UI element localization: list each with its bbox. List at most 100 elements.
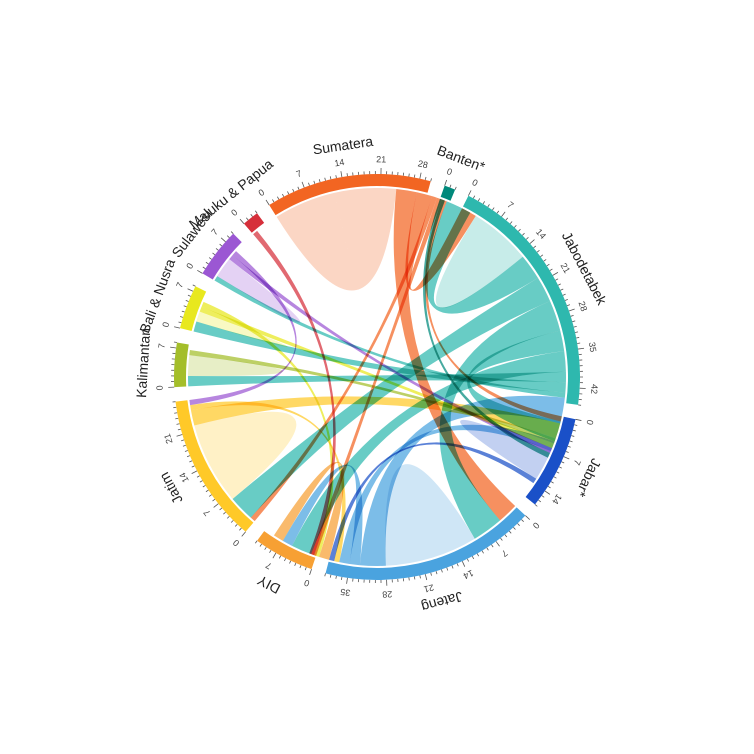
arc-sulawesi (202, 233, 242, 280)
tick-jateng (324, 573, 326, 577)
tick-label-jabodetabek: 0 (470, 177, 479, 188)
tick-jabodetabek (546, 263, 550, 267)
arc-kalimantan (173, 342, 189, 388)
arc-jabodetabek (462, 195, 581, 405)
tick-sulawesi (197, 269, 203, 274)
tick-sumatera (430, 178, 432, 182)
tick-jabodetabek (573, 325, 577, 328)
ribbon-sulawesi-to-jatim (189, 251, 297, 406)
tick-diy (254, 540, 258, 544)
tick-bali-nusra (178, 321, 182, 324)
tick-sulawesi (219, 243, 223, 247)
tick-jabodetabek (514, 225, 517, 228)
tick-sumatera (313, 180, 316, 184)
tick-label-jabodetabek: 21 (559, 261, 573, 275)
tick-jateng (441, 569, 443, 573)
tick-jabar (571, 435, 575, 437)
tick-jateng (476, 553, 480, 557)
arc-jatim (175, 400, 254, 532)
tick-label-kalimantan: 0 (155, 385, 165, 391)
tick-jabar (572, 429, 576, 432)
tick-label-sulawesi: 7 (209, 227, 220, 237)
tick-diy (269, 549, 272, 553)
tick-jatim (205, 489, 209, 493)
tick-kalimantan (173, 341, 178, 343)
tick-diy (294, 562, 297, 566)
tick-jabodetabek (529, 239, 535, 244)
tick-jatim (202, 485, 206, 488)
tick-jabar (544, 490, 551, 495)
tick-sulawesi (208, 257, 212, 260)
tick-jabodetabek (496, 210, 500, 214)
tick-jabodetabek (552, 272, 559, 276)
tick-label-jatim: 14 (177, 471, 190, 485)
tick-jabodetabek (492, 207, 495, 211)
tick-jabodetabek (522, 232, 525, 236)
tick-jabar (563, 456, 570, 460)
ribbon-sumatera-to-sumatera (276, 188, 397, 291)
tick-jatim (182, 444, 186, 447)
tick-sulawesi (212, 252, 216, 256)
tick-sumatera (324, 177, 326, 181)
arc-banten (440, 185, 456, 201)
ribbon-jabodetabek-to-bali-nusra (193, 321, 566, 393)
ribbon-banten-to-jabodetabek (423, 198, 551, 458)
tick-sumatera (419, 172, 422, 179)
ribbon-jatim-to-jatim (194, 411, 297, 499)
tick-sumatera (282, 193, 285, 197)
arc-bali-nusra (179, 286, 207, 332)
tick-label-jateng: 14 (462, 568, 475, 581)
tick-jateng (525, 515, 531, 520)
tick-jatim (199, 480, 203, 483)
tick-banten (444, 179, 448, 186)
tick-label-kalimantan: 7 (156, 343, 167, 349)
tick-diy (264, 546, 267, 550)
tick-jateng (508, 530, 512, 534)
tick-maluku-papua (239, 218, 245, 224)
ribbon-kalimantan-to-jabodetabek (189, 350, 556, 444)
ribbon-kalimantan-to-kalimantan (188, 355, 283, 377)
ribbon-diy-to-jateng (273, 461, 345, 560)
tick-label-jateng: 28 (382, 589, 392, 599)
ribbon-jabar-to-jabar (460, 419, 551, 479)
tick-jateng (471, 556, 475, 560)
segment-label-sumatera: Sumatera (312, 133, 375, 158)
tick-jatim (191, 470, 198, 474)
tick-jabodetabek (473, 195, 476, 199)
tick-label-banten: 0 (446, 166, 454, 177)
tick-sumatera (277, 196, 280, 200)
tick-label-diy: 7 (264, 560, 273, 571)
tick-diy (284, 558, 287, 562)
tick-jatim (208, 494, 212, 497)
tick-maluku-papua (254, 210, 258, 214)
tick-jatim (174, 412, 178, 414)
tick-jateng (329, 574, 332, 578)
tick-jateng (486, 547, 489, 551)
tick-jabar (547, 485, 551, 489)
tick-bali-nusra (181, 310, 185, 313)
tick-jatim (223, 511, 226, 515)
ribbon-jabodetabek-to-jabar (467, 330, 565, 442)
tick-jateng (451, 565, 454, 569)
tick-label-maluku-papua: 0 (229, 207, 239, 218)
tick-jateng (466, 558, 470, 562)
tick-jateng (456, 563, 459, 567)
ribbon-jabodetabek-to-jatim (232, 277, 551, 518)
tick-jabar (556, 471, 560, 474)
tick-label-jabar: 14 (550, 492, 564, 506)
tick-jatim (184, 450, 188, 452)
tick-label-jabodetabek: 28 (576, 300, 589, 313)
ribbon-jabodetabek-to-kalimantan (188, 371, 566, 387)
tick-jateng (446, 567, 449, 571)
tick-sumatera (318, 179, 321, 183)
tick-jatim (186, 455, 191, 458)
tick-jabodetabek (536, 250, 540, 253)
tick-bali-nusra (187, 294, 191, 297)
segment-label-diy: DIY (254, 572, 283, 597)
arc-sumatera (269, 174, 431, 216)
tick-label-jateng: 35 (340, 587, 351, 598)
tick-jabar (565, 451, 569, 453)
tick-jateng (517, 523, 520, 526)
tick-jatim (175, 417, 179, 420)
